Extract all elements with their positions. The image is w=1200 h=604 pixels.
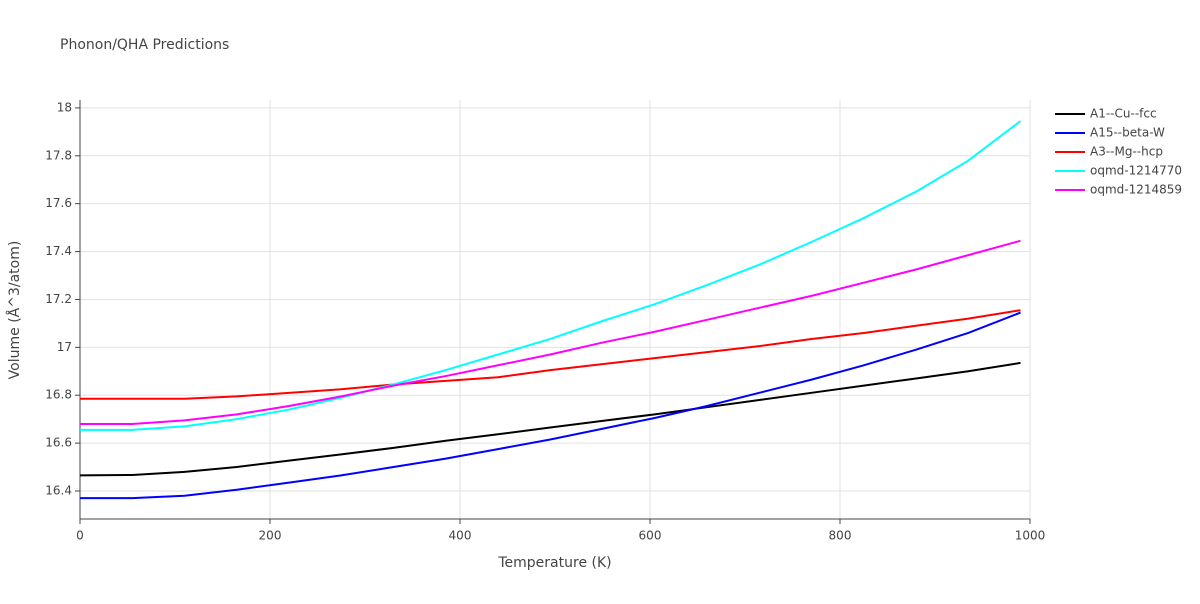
legend-label: A3--Mg--hcp [1090,145,1163,159]
y-tick-label: 16.8 [45,388,72,402]
chart-title: Phonon/QHA Predictions [60,37,229,53]
y-tick-label: 17.8 [45,148,72,162]
series-line [80,309,1021,400]
y-tick-label: 16.4 [45,483,72,497]
y-tick-label: 16.6 [45,436,72,450]
series-line [80,311,1021,500]
x-axis-title: Temperature (K) [497,555,611,571]
series-line [79,361,1021,477]
y-tick-label: 17.6 [45,196,72,210]
series-line [80,120,1022,431]
legend-label: A15--beta-W [1090,126,1165,140]
legend-label: oqmd-1214859 [1090,183,1182,197]
y-tick-label: 17.4 [45,244,72,258]
y-tick-label: 17 [57,340,72,354]
x-tick-label: 200 [259,529,282,543]
x-tick-label: 0 [76,529,84,543]
x-tick-label: 600 [639,529,662,543]
series-line [80,239,1021,425]
legend-label: oqmd-1214770 [1090,164,1182,178]
y-tick-label: 17.2 [45,292,72,306]
x-tick-label: 1000 [1015,529,1046,543]
x-tick-label: 400 [449,529,472,543]
y-tick-label: 18 [57,100,72,114]
legend-label: A1--Cu--fcc [1090,107,1157,121]
y-axis-title: Volume (Å^3/atom) [6,241,23,380]
x-tick-label: 800 [829,529,852,543]
